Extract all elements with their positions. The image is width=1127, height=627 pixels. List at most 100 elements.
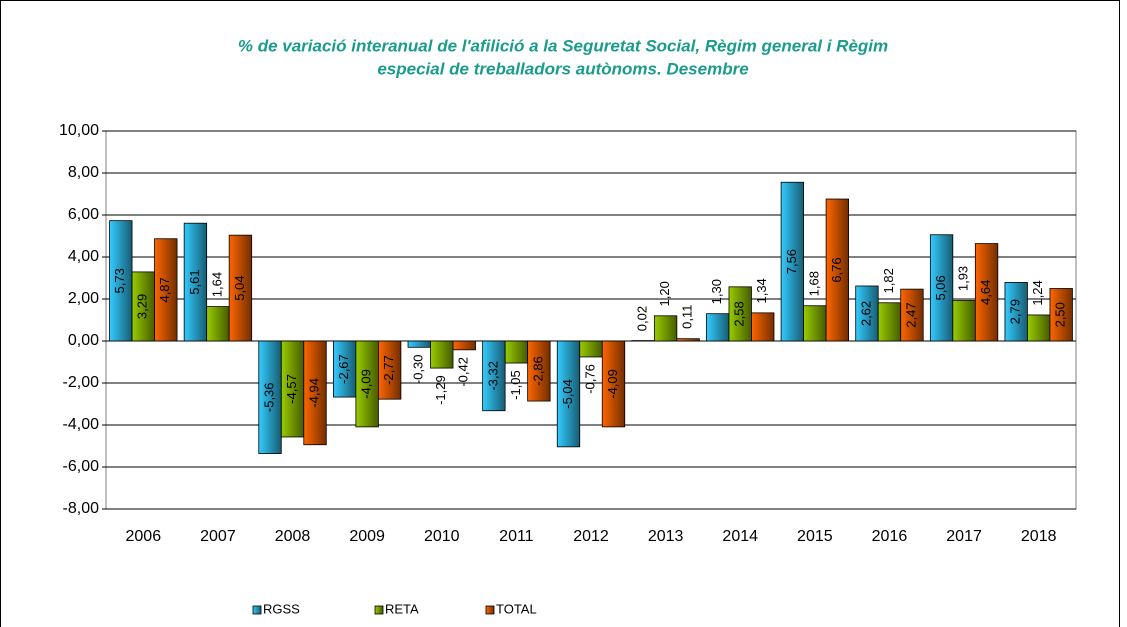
data-label: 4,87 [157,277,172,302]
bar [579,340,603,358]
data-label: -4,09 [605,369,620,399]
x-tick-label: 2007 [200,528,236,545]
x-tick-label: 2016 [872,528,908,545]
bar [556,340,581,448]
legend-swatch [485,605,495,615]
y-tick-label: 2,00 [68,290,99,307]
data-label: 5,61 [187,269,202,294]
chart-title: % de variació interanual de l'afilició a… [238,36,888,55]
data-label: 7,56 [784,249,799,274]
bar [706,313,730,342]
bar [929,234,954,342]
bar [430,340,454,369]
x-tick-label: 2014 [722,528,758,545]
y-tick-label: 6,00 [68,206,99,223]
data-label: 5,73 [112,268,127,293]
data-label: -5,36 [261,382,276,412]
data-label: 1,34 [754,278,769,303]
data-label: 5,06 [933,275,948,300]
bar [780,181,804,342]
y-tick-label: 4,00 [68,248,99,265]
legend-swatch [374,605,384,615]
bar [378,340,402,400]
data-label: 5,04 [232,275,247,300]
data-label: -2,77 [381,355,396,385]
data-label: 1,30 [709,279,724,304]
data-label: -0,30 [411,354,426,384]
y-tick-label: 0,00 [68,332,99,349]
chart-title: especial de treballadors autònoms. Desem… [377,59,748,78]
data-label: -2,67 [336,354,351,384]
data-label: -1,29 [433,375,448,405]
bar [452,340,476,351]
bar [653,315,678,342]
bar [1027,314,1051,342]
data-label: 3,29 [135,294,150,319]
bar [482,340,506,412]
data-label: 0,11 [680,305,695,329]
data-label: 2,62 [858,301,873,326]
bar [303,340,327,446]
bar [1004,282,1028,342]
data-label: -2,86 [530,356,545,386]
x-tick-label: 2015 [797,528,833,545]
x-tick-label: 2009 [349,528,385,545]
bar [407,340,431,348]
legend-label: TOTAL [496,601,537,616]
data-label: 1,64 [209,272,224,297]
y-tick-label: -6,00 [63,458,100,475]
x-tick-label: 2018 [1021,528,1057,545]
bar [183,222,208,342]
bar [974,243,999,342]
bar [900,288,924,342]
data-label: 0,02 [635,306,650,331]
bar [228,234,253,342]
data-label: -4,09 [359,369,374,399]
data-label: -4,57 [284,374,299,404]
y-tick-label: -8,00 [63,500,100,517]
bar [504,340,529,364]
data-label: 1,93 [956,266,971,291]
bar [601,340,626,428]
data-label: 1,24 [1030,280,1045,305]
bar [676,338,700,342]
data-label: 2,58 [732,301,747,326]
data-label: -5,04 [560,379,575,409]
data-label: -4,94 [306,378,321,408]
data-label: 4,64 [978,280,993,305]
bar [751,312,775,342]
y-tick-label: 10,00 [59,122,99,139]
legend-label: RETA [385,601,419,616]
data-label: 2,50 [1053,302,1068,327]
x-tick-label: 2008 [275,528,311,545]
y-tick-label: -4,00 [63,416,100,433]
legend-label: RGSS [263,601,300,616]
data-label: -0,76 [582,364,597,394]
x-tick-label: 2012 [573,528,609,545]
bar [527,340,551,402]
data-label: -1,05 [508,370,523,400]
bar [825,198,849,342]
x-tick-label: 2006 [126,528,162,545]
data-label: 6,76 [829,257,844,282]
y-tick-label: 8,00 [68,164,99,181]
bar [154,238,178,342]
data-label: 2,79 [1008,299,1023,324]
bar [1049,288,1073,342]
y-tick-label: -2,00 [63,374,100,391]
x-tick-label: 2011 [499,528,534,545]
data-label: 1,82 [881,268,896,293]
bar [877,302,902,342]
data-label: 1,68 [806,271,821,296]
x-tick-label: 2017 [946,528,982,545]
legend-swatch [252,605,262,615]
bar [206,306,230,342]
data-label: -3,32 [485,361,500,391]
bar [952,300,976,342]
x-tick-label: 2013 [648,528,684,545]
data-label: 2,47 [903,302,918,327]
data-label: -0,42 [456,357,471,387]
bar [803,305,827,342]
x-tick-label: 2010 [424,528,460,545]
